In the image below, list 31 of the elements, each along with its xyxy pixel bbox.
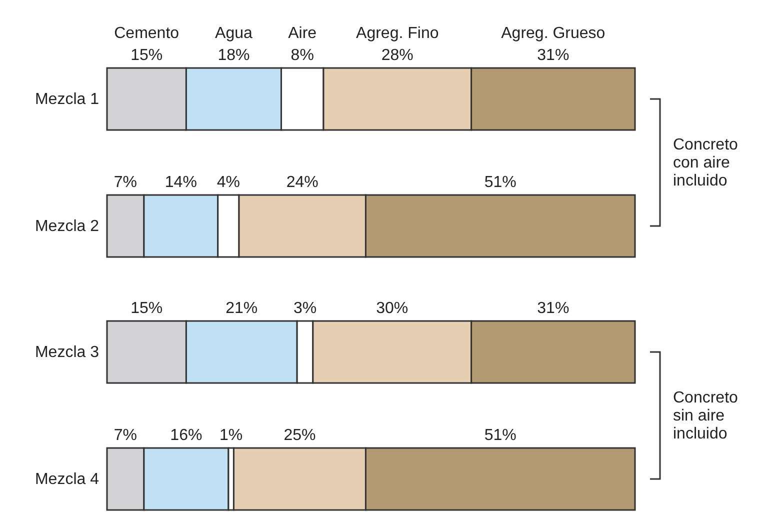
data-label: 15%: [130, 47, 163, 64]
data-label: 1%: [220, 427, 243, 444]
data-label: 16%: [170, 427, 202, 444]
data-label: 28%: [381, 47, 414, 64]
data-label: 7%: [114, 174, 138, 191]
data-label: 3%: [293, 300, 317, 317]
text: Concreto con aire incluido: [673, 136, 738, 190]
text: Concreto sin aire incluido: [673, 390, 738, 442]
series-label: Aire: [288, 25, 317, 42]
data-label: 31%: [537, 300, 570, 317]
data-label: 8%: [290, 47, 314, 64]
data-label: 7%: [114, 427, 138, 444]
data-label: 14%: [164, 174, 197, 191]
series-label: Agreg. Fino: [356, 25, 439, 42]
y-tick-label: Mezcla 3: [34, 344, 100, 361]
data-label: 51%: [484, 174, 516, 191]
y-tick-label: Mezcla 2: [34, 218, 100, 235]
series-label: Cemento: [114, 25, 180, 42]
data-label: 51%: [484, 427, 516, 444]
data-label: 18%: [218, 47, 250, 64]
y-tick-label: Mezcla 1: [34, 91, 100, 108]
data-label: 15%: [130, 300, 163, 317]
data-label: 30%: [376, 300, 408, 317]
series-label: Agua: [215, 25, 252, 42]
data-label: 31%: [537, 47, 570, 64]
data-label: 4%: [216, 174, 240, 191]
data-label: 24%: [286, 174, 318, 191]
data-label: 25%: [284, 427, 316, 444]
series-label: Agreg. Grueso: [501, 25, 606, 42]
y-tick-label: Mezcla 4: [34, 471, 100, 488]
data-label: 21%: [226, 300, 258, 317]
